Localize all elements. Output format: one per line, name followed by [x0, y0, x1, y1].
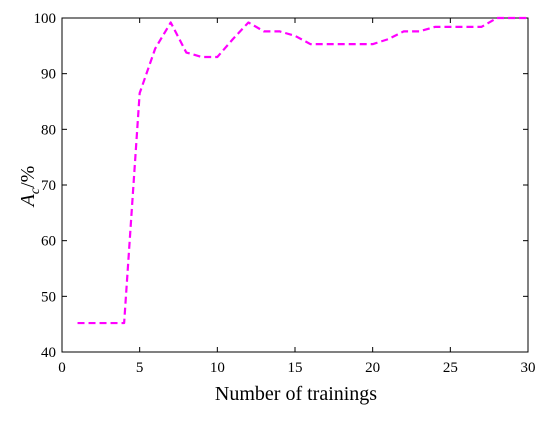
x-axis-label: Number of trainings — [215, 383, 377, 405]
x-tick-label: 30 — [521, 360, 536, 376]
x-tick-label: 0 — [58, 360, 66, 376]
y-tick-label: 80 — [41, 122, 56, 138]
y-axis-label: Ac/% — [17, 166, 43, 209]
x-tick-label: 20 — [365, 360, 380, 376]
y-axis-label-suffix: /% — [17, 166, 39, 188]
y-axis-label-main: A — [17, 193, 39, 208]
y-tick-label: 90 — [41, 67, 56, 83]
x-tick-label: 15 — [288, 360, 303, 376]
plot-frame — [62, 18, 528, 352]
y-tick-label: 40 — [41, 345, 56, 361]
x-tick-label: 10 — [210, 360, 225, 376]
plot-area — [62, 18, 528, 352]
y-tick-label: 70 — [41, 178, 56, 194]
x-tick-label: 5 — [136, 360, 144, 376]
y-tick-label: 60 — [41, 234, 56, 250]
x-tick-label: 25 — [443, 360, 458, 376]
y-tick-label: 50 — [41, 289, 56, 305]
y-tick-label: 100 — [34, 11, 57, 27]
